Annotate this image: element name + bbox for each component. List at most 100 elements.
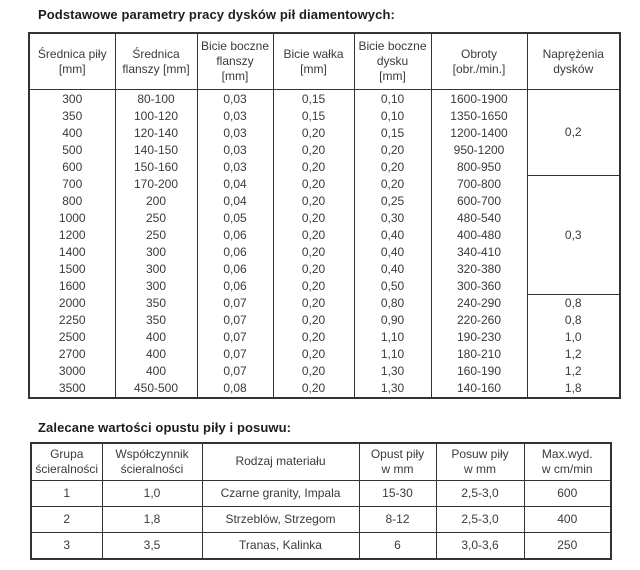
saw-parameters-col-header-1: Średnica flanszy [mm] xyxy=(114,33,197,90)
saw-parameters-cell-r2-c0: 400 xyxy=(28,124,115,141)
saw-parameters-row: 2700 400 0,07 0,20 1,10 180-210 1,2 xyxy=(28,345,620,363)
saw-parameters-cell-r2-c4: 0,15 xyxy=(353,124,431,141)
saw-parameters-cell-r14-c2: 0,07 xyxy=(196,328,273,346)
feed-values-cell-r1-c2: Strzeblów, Strzegom xyxy=(201,505,360,533)
saw-parameters-cell-r8-c0: 1200 xyxy=(28,226,115,243)
saw-parameters-cell-r6-c0: 800 xyxy=(28,192,115,209)
saw-parameters-row: 3500 450-500 0,08 0,20 1,30 140-160 1,8 xyxy=(28,379,620,398)
saw-parameters-cell-r17-c5: 140-160 xyxy=(430,379,527,398)
saw-parameters-cell-r10-c3: 0,20 xyxy=(272,260,354,277)
saw-parameters-cell-r11-c4: 0,50 xyxy=(353,277,431,294)
disc-tension-cell-r12: 0,8 xyxy=(526,294,620,312)
feed-values-row: 3 3,5 Tranas, Kalinka 6 3,0-3,6 250 xyxy=(30,531,612,559)
saw-parameters-cell-r10-c4: 0,40 xyxy=(353,260,431,277)
disc-tension-cell-r16: 1,2 xyxy=(526,362,620,380)
saw-parameters-cell-r15-c1: 400 xyxy=(114,345,197,363)
saw-parameters-row: 400 120-140 0,03 0,20 0,15 1200-1400 xyxy=(28,124,620,141)
saw-parameters-row: 1000 250 0,05 0,20 0,30 480-540 xyxy=(28,209,620,226)
saw-parameters-cell-r3-c3: 0,20 xyxy=(272,141,354,158)
saw-parameters-cell-r0-c2: 0,03 xyxy=(196,89,273,107)
disc-tension-cell-r0: 0,2 xyxy=(526,89,620,176)
saw-parameters-cell-r16-c2: 0,07 xyxy=(196,362,273,380)
saw-parameters-cell-r1-c1: 100-120 xyxy=(114,107,197,124)
feed-values-cell-r1-c3: 8-12 xyxy=(358,505,437,533)
disc-tension-cell-r5: 0,3 xyxy=(526,175,620,295)
saw-parameters-cell-r17-c3: 0,20 xyxy=(272,379,354,398)
saw-parameters-cell-r13-c4: 0,90 xyxy=(353,311,431,329)
disc-tension-cell-r15: 1,2 xyxy=(526,345,620,363)
saw-parameters-cell-r12-c0: 2000 xyxy=(28,294,115,312)
saw-parameters-cell-r13-c1: 350 xyxy=(114,311,197,329)
saw-parameters-cell-r8-c1: 250 xyxy=(114,226,197,243)
saw-parameters-cell-r7-c1: 250 xyxy=(114,209,197,226)
saw-parameters-cell-r11-c5: 300-360 xyxy=(430,277,527,294)
saw-parameters-cell-r12-c3: 0,20 xyxy=(272,294,354,312)
saw-parameters-col-header-3: Bicie wałka [mm] xyxy=(272,33,354,90)
saw-parameters-cell-r6-c3: 0,20 xyxy=(272,192,354,209)
saw-parameters-row: 2500 400 0,07 0,20 1,10 190-230 1,0 xyxy=(28,328,620,346)
saw-parameters-row: 1600 300 0,06 0,20 0,50 300-360 xyxy=(28,277,620,294)
saw-parameters-cell-r9-c5: 340-410 xyxy=(430,243,527,260)
feed-values-col-header-5: Max.wyd. w cm/min xyxy=(523,442,612,481)
saw-parameters-cell-r6-c1: 200 xyxy=(114,192,197,209)
saw-parameters-cell-r16-c0: 3000 xyxy=(28,362,115,380)
saw-parameters-cell-r3-c4: 0,20 xyxy=(353,141,431,158)
saw-parameters-cell-r9-c3: 0,20 xyxy=(272,243,354,260)
saw-parameters-cell-r4-c4: 0,20 xyxy=(353,158,431,175)
saw-parameters-cell-r0-c1: 80-100 xyxy=(114,89,197,107)
table1-title: Podstawowe parametry pracy dysków pił di… xyxy=(38,7,395,22)
saw-parameters-row: 350 100-120 0,03 0,15 0,10 1350-1650 xyxy=(28,107,620,124)
saw-parameters-cell-r6-c2: 0,04 xyxy=(196,192,273,209)
feed-values-cell-r2-c5: 250 xyxy=(523,531,612,559)
saw-parameters-cell-r15-c0: 2700 xyxy=(28,345,115,363)
feed-values-table: Grupa ścieralności Współczynnik ścieralno… xyxy=(30,441,612,560)
saw-parameters-cell-r15-c4: 1,10 xyxy=(353,345,431,363)
feed-values-header-row: Grupa ścieralności Współczynnik ścieralno… xyxy=(30,442,612,481)
feed-values-cell-r2-c1: 3,5 xyxy=(101,531,203,559)
saw-parameters-cell-r14-c5: 190-230 xyxy=(430,328,527,346)
saw-parameters-row: 700 170-200 0,04 0,20 0,20 700-800 0,3 xyxy=(28,175,620,295)
saw-parameters-cell-r4-c0: 600 xyxy=(28,158,115,175)
saw-parameters-col-header-5: Obroty [obr./min.] xyxy=(430,33,527,90)
feed-values-col-header-2: Rodzaj materiału xyxy=(201,442,360,481)
saw-parameters-cell-r7-c4: 0,30 xyxy=(353,209,431,226)
feed-values-cell-r0-c2: Czarne granity, Impala xyxy=(201,479,360,507)
saw-parameters-cell-r6-c5: 600-700 xyxy=(430,192,527,209)
saw-parameters-cell-r0-c4: 0,10 xyxy=(353,89,431,107)
saw-parameters-cell-r4-c3: 0,20 xyxy=(272,158,354,175)
saw-parameters-cell-r8-c5: 400-480 xyxy=(430,226,527,243)
saw-parameters-cell-r13-c3: 0,20 xyxy=(272,311,354,329)
saw-parameters-cell-r2-c5: 1200-1400 xyxy=(430,124,527,141)
disc-tension-cell-r17: 1,8 xyxy=(526,379,620,398)
feed-values-cell-r0-c1: 1,0 xyxy=(101,479,203,507)
saw-parameters-cell-r2-c1: 120-140 xyxy=(114,124,197,141)
saw-parameters-cell-r7-c3: 0,20 xyxy=(272,209,354,226)
saw-parameters-cell-r1-c5: 1350-1650 xyxy=(430,107,527,124)
feed-values-cell-r1-c0: 2 xyxy=(30,505,103,533)
saw-parameters-cell-r15-c2: 0,07 xyxy=(196,345,273,363)
table2-title: Zalecane wartości opustu piły i posuwu: xyxy=(38,419,292,435)
saw-parameters-cell-r0-c5: 1600-1900 xyxy=(430,89,527,107)
saw-parameters-col-header-0: Średnica piły [mm] xyxy=(28,33,115,90)
saw-parameters-cell-r5-c1: 170-200 xyxy=(114,175,197,192)
saw-parameters-cell-r16-c3: 0,20 xyxy=(272,362,354,380)
saw-parameters-cell-r17-c1: 450-500 xyxy=(114,379,197,398)
feed-values-cell-r2-c4: 3,0-3,6 xyxy=(435,531,525,559)
saw-parameters-cell-r7-c5: 480-540 xyxy=(430,209,527,226)
feed-values-cell-r2-c3: 6 xyxy=(358,531,437,559)
feed-values-col-header-1: Współczynnik ścieralności xyxy=(101,442,203,481)
saw-parameters-row: 1200 250 0,06 0,20 0,40 400-480 xyxy=(28,226,620,243)
feed-values-cell-r0-c5: 600 xyxy=(523,479,612,507)
saw-parameters-row: 500 140-150 0,03 0,20 0,20 950-1200 xyxy=(28,141,620,158)
saw-parameters-cell-r3-c0: 500 xyxy=(28,141,115,158)
feed-values-row: 1 1,0 Czarne granity, Impala 15-30 2,5-3,0 60… xyxy=(30,479,612,507)
feed-values-col-header-4: Posuw piły w mm xyxy=(435,442,525,481)
saw-parameters-cell-r14-c0: 2500 xyxy=(28,328,115,346)
saw-parameters-cell-r6-c4: 0,25 xyxy=(353,192,431,209)
saw-parameters-cell-r7-c2: 0,05 xyxy=(196,209,273,226)
saw-parameters-header-row: Średnica piły [mm] Średnica flanszy [mm] B… xyxy=(28,33,620,90)
saw-parameters-cell-r4-c2: 0,03 xyxy=(196,158,273,175)
saw-parameters-cell-r14-c1: 400 xyxy=(114,328,197,346)
saw-parameters-cell-r8-c2: 0,06 xyxy=(196,226,273,243)
disc-tension-cell-r13: 0,8 xyxy=(526,311,620,329)
